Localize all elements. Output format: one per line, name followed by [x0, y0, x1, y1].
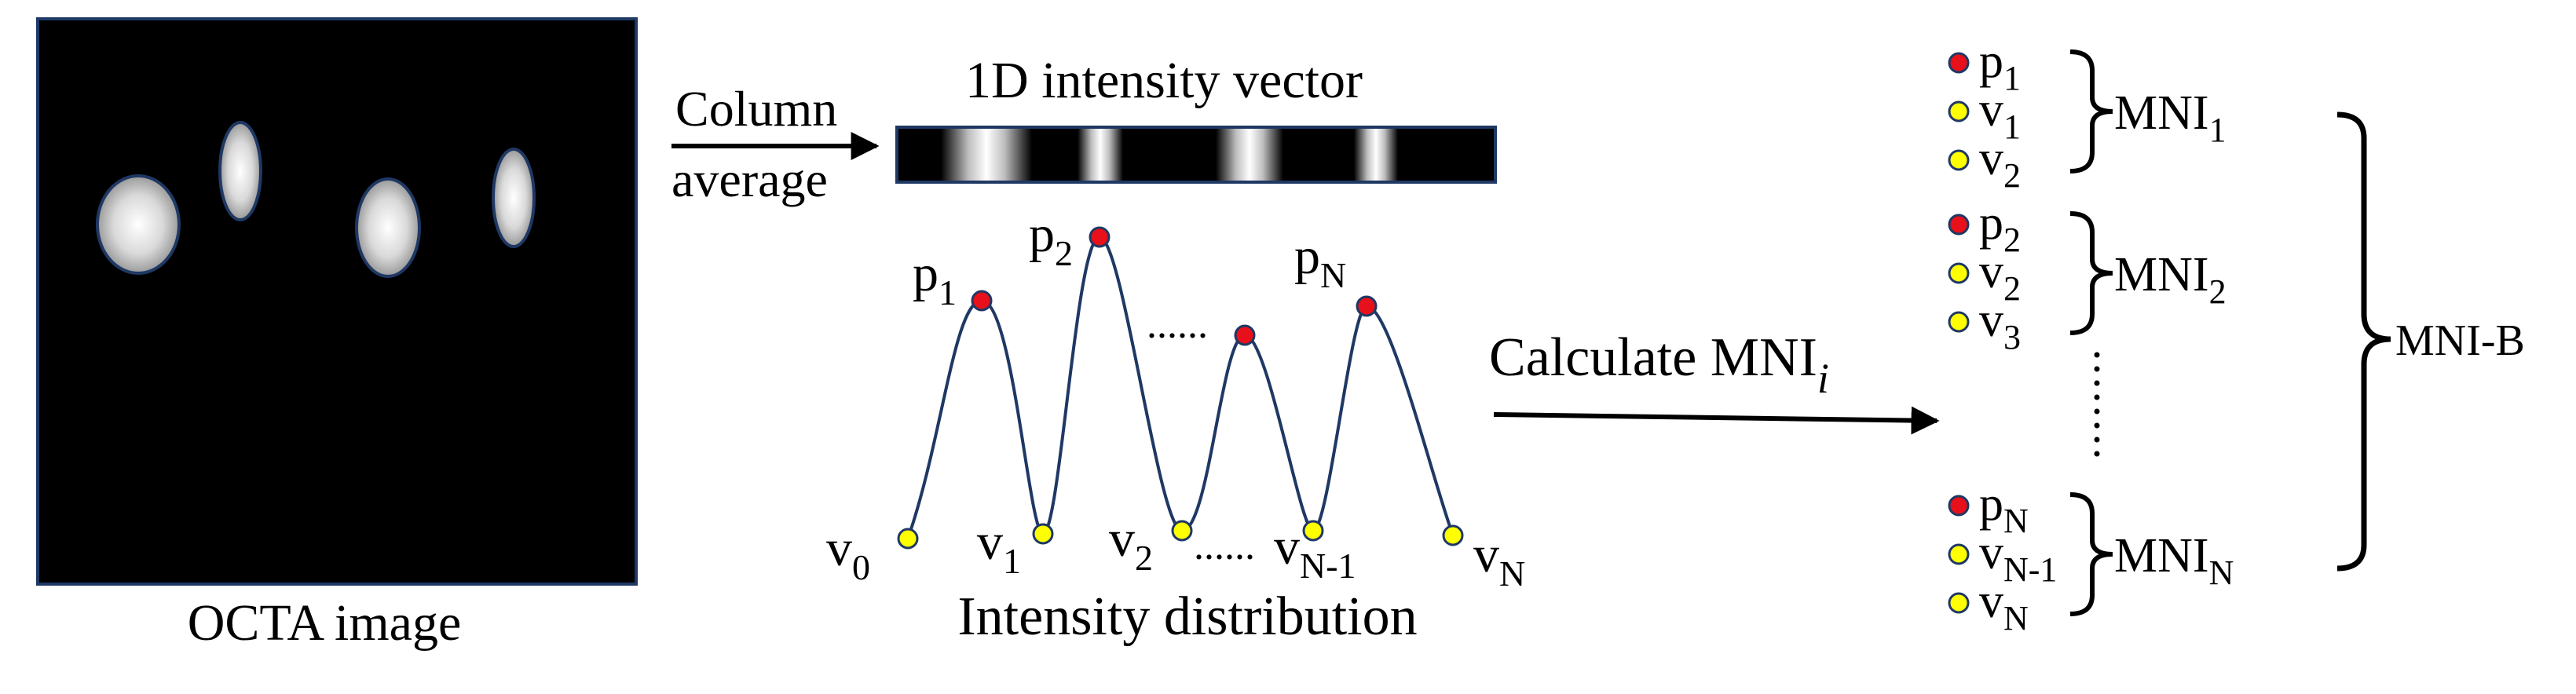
group-brace	[2069, 49, 2113, 174]
peak-marker-pN-1	[1234, 324, 1256, 346]
ellipsis-dot	[2094, 380, 2100, 386]
intensity-curve	[906, 235, 1454, 539]
label-pN: pN	[1294, 228, 1346, 295]
group-item-label: vN-1	[1979, 526, 2057, 589]
intensity-vector: 1D intensity vector	[895, 52, 1497, 184]
intensity-distribution-caption: Intensity distribution	[957, 586, 1417, 647]
mni-group-label: MNIN	[2114, 529, 2234, 592]
vector-bright-segment	[1216, 129, 1283, 181]
group-item-label: v1	[1979, 83, 2021, 146]
valley-marker	[1948, 100, 1970, 122]
octa-image-caption: OCTA image	[188, 594, 462, 652]
octa-blob	[492, 148, 536, 248]
ellipsis-dot	[2094, 408, 2100, 415]
valley-marker	[1948, 543, 1970, 565]
octa-image-panel: OCTA image	[36, 17, 638, 652]
group-item-label: v3	[1979, 294, 2021, 356]
vertical-ellipsis	[2094, 352, 2100, 457]
valley-marker-v1	[1032, 523, 1054, 545]
ellipsis-dot	[2094, 394, 2100, 400]
valley-marker-vN-1	[1302, 520, 1324, 542]
final-brace	[2336, 111, 2391, 572]
valley-marker	[1948, 262, 1970, 284]
label-vN: vN	[1473, 526, 1525, 594]
peak-marker	[1948, 52, 1970, 74]
intensity-vector-title: 1D intensity vector	[965, 52, 1363, 109]
valley-marker	[1948, 311, 1970, 333]
valley-marker-v2	[1171, 520, 1193, 542]
ellipsis-dot	[2094, 436, 2100, 443]
group-brace	[2069, 492, 2113, 616]
vector-bright-segment	[1354, 129, 1398, 181]
peak-marker	[1948, 495, 1970, 517]
intensity-distribution: p1 p2 pN ...... v0 v1 v2 ...... vN-1 vN …	[826, 206, 1525, 647]
octa-blob	[96, 174, 181, 275]
mni-group-label: MNI1	[2114, 86, 2227, 149]
ellipsis-lower: ......	[1194, 524, 1255, 568]
mni-group-label: MNI2	[2114, 248, 2227, 311]
group-item-label: p2	[1979, 196, 2021, 259]
peak-marker-p1	[971, 290, 993, 312]
valley-marker	[1948, 592, 1970, 614]
label-v0: v0	[826, 520, 870, 587]
calculate-mni-label: Calculate MNIi	[1489, 327, 1829, 402]
label-p2: p2	[1029, 206, 1073, 273]
valley-marker	[1948, 149, 1970, 171]
ellipsis-dot	[2094, 366, 2100, 372]
vector-bright-segment	[1078, 129, 1123, 181]
mni-b-brace: MNI-B	[2336, 111, 2525, 572]
label-v2: v2	[1109, 510, 1153, 578]
column-average-label-line2: average	[671, 152, 828, 207]
octa-blob	[218, 121, 262, 221]
group-item-label: v2	[1979, 245, 2021, 308]
ellipsis-dot	[2094, 352, 2100, 358]
peak-marker-p2	[1089, 226, 1111, 248]
ellipsis-dot	[2094, 422, 2100, 429]
label-v1: v1	[977, 513, 1021, 581]
calculate-mni-arrow: Calculate MNIi	[1489, 327, 1940, 435]
valley-marker-v0	[897, 528, 919, 550]
valley-marker-vN	[1442, 524, 1464, 546]
ellipsis-upper: ......	[1147, 302, 1208, 347]
column-average-label-line1: Column	[675, 81, 837, 137]
peak-marker	[1948, 214, 1970, 236]
group-item-label: pN	[1979, 477, 2029, 540]
group-brace	[2069, 211, 2113, 335]
vector-bright-segment	[941, 129, 1032, 181]
octa-blob	[355, 177, 421, 278]
peak-marker-pN	[1356, 295, 1378, 317]
ellipsis-dot	[2094, 451, 2100, 457]
mni-b-label: MNI-B	[2395, 316, 2525, 365]
label-vN-1: vN-1	[1274, 518, 1356, 586]
group-item-label: v2	[1979, 132, 2021, 195]
column-average-arrow: Column average	[671, 81, 880, 207]
arrow-line	[1493, 406, 1940, 435]
group-item-label: vN	[1979, 575, 2029, 637]
label-p1: p1	[913, 245, 957, 312]
group-item-label: p1	[1979, 35, 2021, 97]
octa-image	[36, 17, 638, 586]
